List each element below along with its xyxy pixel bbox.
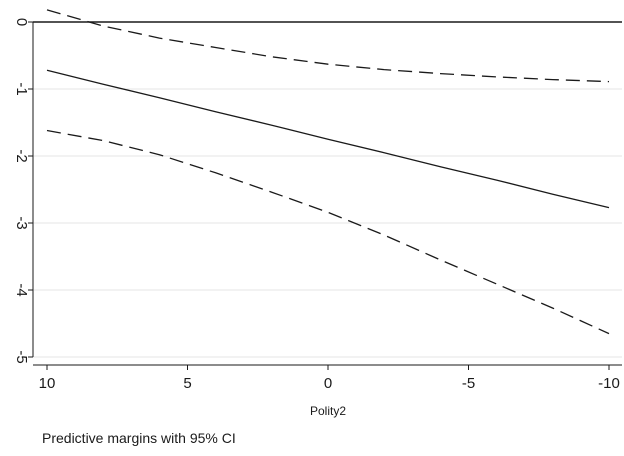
series-layer <box>46 9 610 335</box>
chart-caption: Predictive margins with 95% CI <box>42 430 236 446</box>
series-line-lower-ci <box>46 129 610 335</box>
y-tick-label-3: -3 <box>13 216 30 229</box>
x-tick-label-0: 10 <box>39 375 56 392</box>
y-tick-label-4: -4 <box>13 283 30 296</box>
y-tick-label-0: 0 <box>13 18 30 26</box>
series-line-estimate <box>46 69 610 209</box>
x-tick-label-4: -10 <box>598 375 620 392</box>
x-tick-label-1: 5 <box>183 375 191 392</box>
x-tick-label-3: -5 <box>462 375 475 392</box>
grid <box>33 88 622 358</box>
x-tick-label-2: 0 <box>324 375 332 392</box>
axes: 0 -1 -2 -3 -4 -5 10 5 0 -5 -10 <box>13 18 622 392</box>
series-line-upper-ci <box>46 9 610 83</box>
y-tick-label-5: -5 <box>13 350 30 363</box>
x-axis-title: Polity2 <box>310 404 346 418</box>
y-tick-label-2: -2 <box>13 149 30 162</box>
y-tick-label-1: -1 <box>13 82 30 95</box>
